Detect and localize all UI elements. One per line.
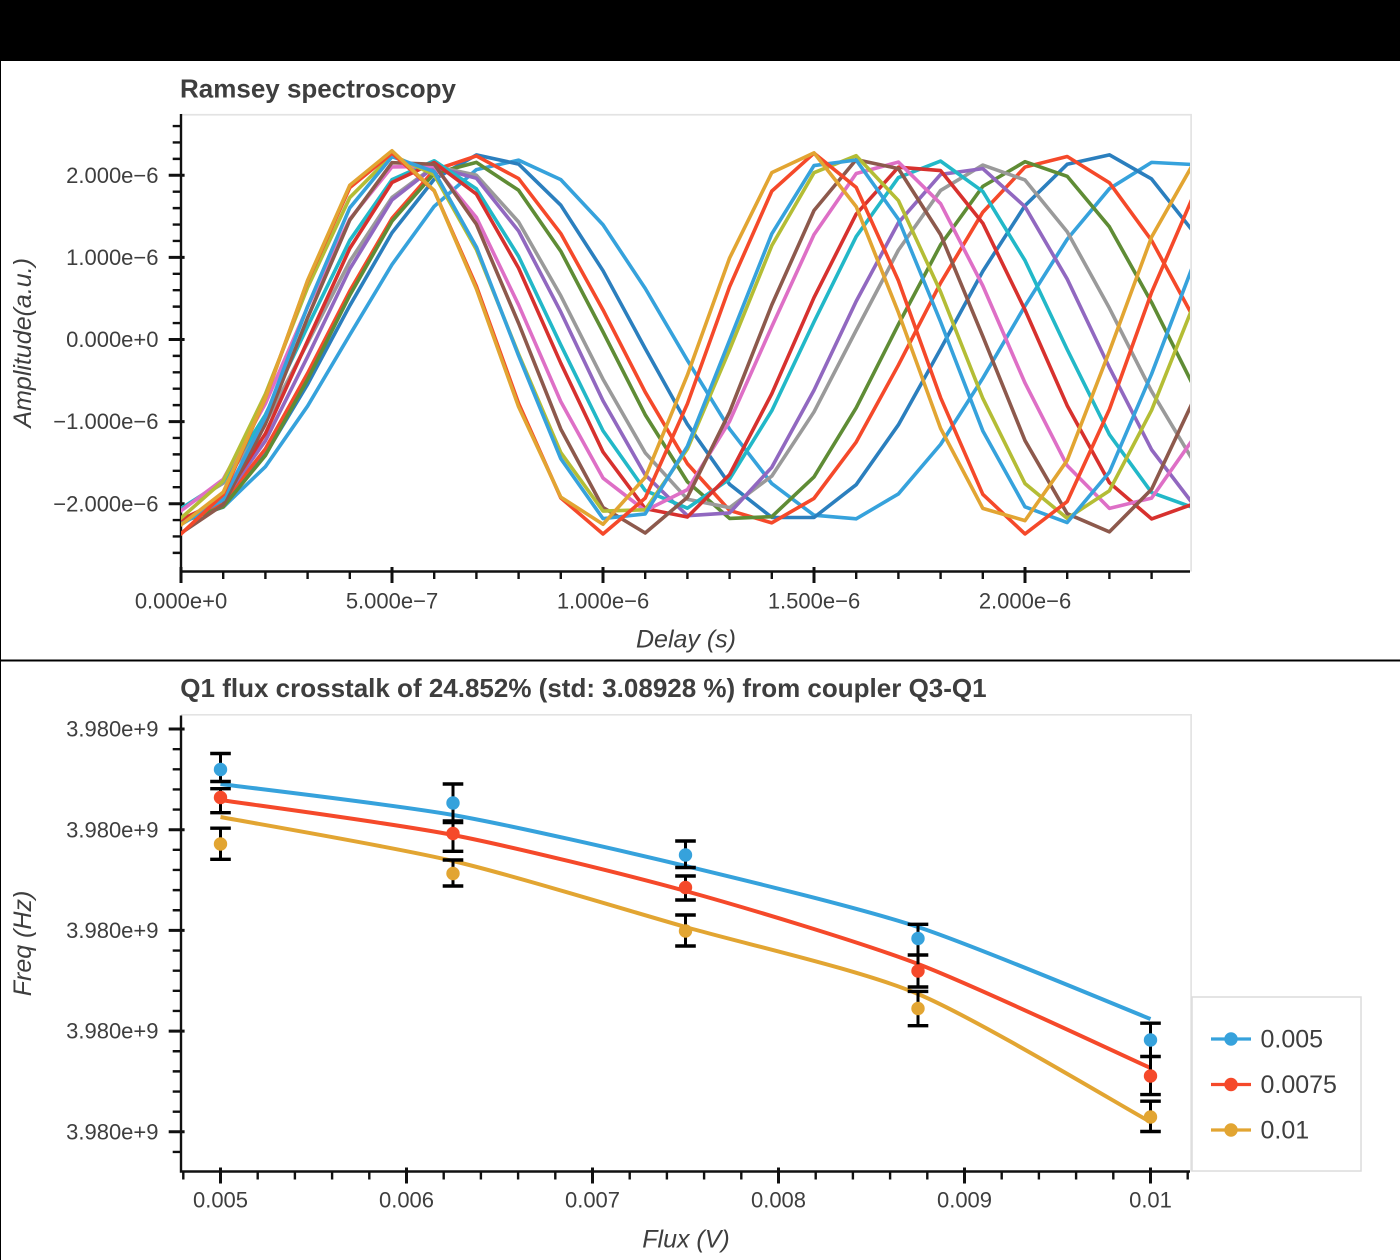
- svg-text:Ramsey spectroscopy: Ramsey spectroscopy: [180, 74, 457, 104]
- svg-text:3.980e+9: 3.980e+9: [66, 1119, 158, 1144]
- svg-text:1.000e−6: 1.000e−6: [66, 245, 158, 270]
- svg-text:0.005: 0.005: [1261, 1026, 1324, 1054]
- svg-text:Amplitude(a.u.): Amplitude(a.u.): [9, 258, 37, 430]
- svg-text:0.000e+0: 0.000e+0: [135, 589, 227, 614]
- svg-text:0.008: 0.008: [751, 1188, 806, 1213]
- svg-text:0.005: 0.005: [193, 1188, 248, 1213]
- svg-text:3.980e+9: 3.980e+9: [66, 918, 158, 943]
- svg-text:Flux (V): Flux (V): [642, 1226, 730, 1254]
- svg-text:Delay (s): Delay (s): [636, 626, 736, 654]
- svg-text:3.980e+9: 3.980e+9: [66, 1019, 158, 1044]
- svg-text:Freq (Hz): Freq (Hz): [9, 891, 37, 997]
- svg-text:Q1 flux crosstalk of 24.852% (: Q1 flux crosstalk of 24.852% (std: 3.089…: [180, 673, 986, 703]
- svg-text:5.000e−7: 5.000e−7: [346, 589, 438, 614]
- svg-text:0.01: 0.01: [1261, 1117, 1310, 1145]
- svg-text:1.000e−6: 1.000e−6: [557, 589, 649, 614]
- svg-text:0.007: 0.007: [565, 1188, 620, 1213]
- svg-text:0.009: 0.009: [937, 1188, 992, 1213]
- svg-text:1.500e−6: 1.500e−6: [768, 589, 860, 614]
- svg-text:0.006: 0.006: [379, 1188, 434, 1213]
- svg-text:2.000e−6: 2.000e−6: [979, 589, 1071, 614]
- svg-text:0.01: 0.01: [1129, 1188, 1172, 1213]
- svg-text:3.980e+9: 3.980e+9: [66, 717, 158, 742]
- svg-text:−2.000e−6: −2.000e−6: [53, 491, 158, 516]
- svg-text:0.0075: 0.0075: [1261, 1071, 1337, 1099]
- svg-text:2.000e−6: 2.000e−6: [66, 163, 158, 188]
- svg-text:0.000e+0: 0.000e+0: [66, 327, 158, 352]
- svg-text:3.980e+9: 3.980e+9: [66, 817, 158, 842]
- svg-text:−1.000e−6: −1.000e−6: [53, 409, 158, 434]
